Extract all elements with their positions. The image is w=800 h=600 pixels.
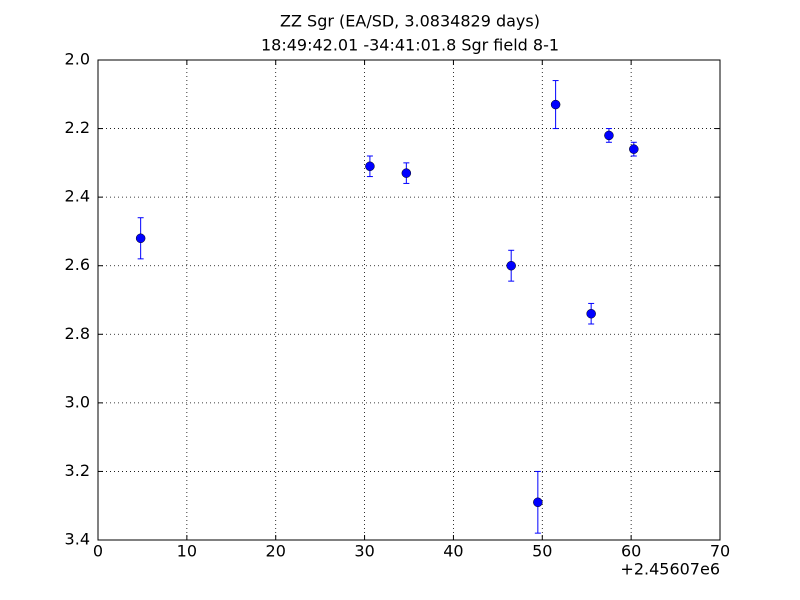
x-tick-label: 60 (621, 542, 641, 561)
x-tick-label: 70 (710, 542, 730, 561)
data-point (365, 161, 375, 172)
y-tick-label: 2.6 (65, 255, 90, 274)
x-tick-label: 50 (532, 542, 552, 561)
data-point (604, 130, 614, 141)
data-point (550, 99, 561, 110)
y-tick-label: 2.2 (65, 118, 90, 137)
data-point (629, 144, 639, 154)
y-tick-label: 3.4 (65, 530, 90, 549)
data-point (533, 497, 543, 508)
data-point (135, 233, 146, 244)
y-tick-label: 2.4 (65, 187, 90, 206)
x-tick-label: 0 (93, 542, 103, 561)
chart-subtitle: 18:49:42.01 -34:41:01.8 Sgr field 8-1 (261, 36, 559, 55)
y-tick-label: 3.0 (65, 392, 90, 411)
chart-title: ZZ Sgr (EA/SD, 3.0834829 days) (280, 12, 540, 31)
data-point (586, 308, 596, 319)
x-tick-label: 20 (266, 542, 286, 561)
x-tick-label: 30 (354, 542, 374, 561)
y-tick-label: 2.8 (65, 324, 90, 343)
x-offset-label: +2.45607e6 (620, 560, 720, 579)
x-tick-label: 40 (443, 542, 463, 561)
data-point (506, 260, 516, 271)
plot-frame (97, 59, 721, 541)
x-tick-label: 10 (177, 542, 197, 561)
y-tick-label: 2.0 (65, 50, 90, 69)
y-tick-label: 3.2 (65, 461, 90, 480)
data-point (401, 168, 412, 178)
